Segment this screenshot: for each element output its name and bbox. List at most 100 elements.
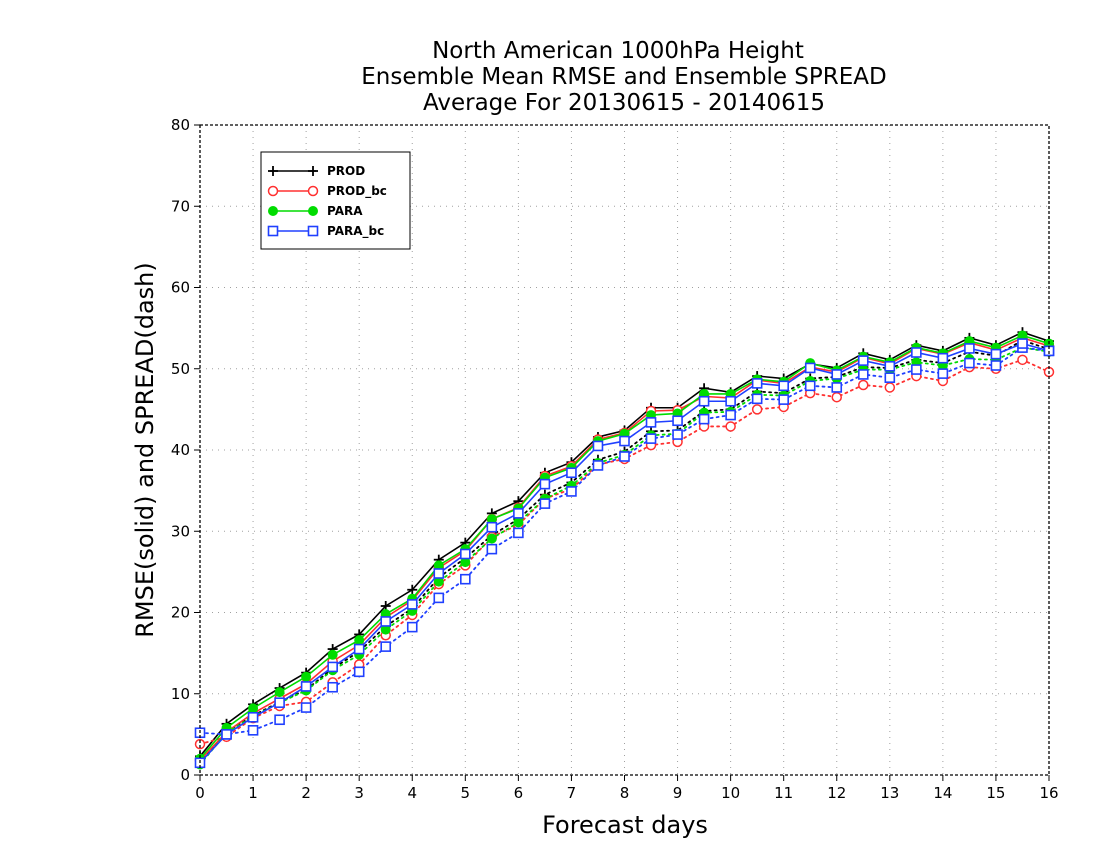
series-para-bc-spread-point — [539, 498, 551, 509]
series-para-bc-rmse-point — [486, 521, 498, 533]
x-tick-label: 9 — [673, 784, 683, 802]
x-tick-label: 13 — [880, 784, 899, 802]
x-tick-label: 7 — [567, 784, 577, 802]
series-para-bc-rmse-point — [274, 697, 285, 708]
x-tick-label: 6 — [514, 784, 524, 802]
series-para-bc-rmse-point — [327, 661, 338, 673]
series-para-rmse-point — [274, 687, 285, 698]
y-axis-label: RMSE(solid) and SPREAD(dash) — [131, 262, 159, 638]
series-para-bc-rmse-point — [539, 478, 551, 490]
series-para-bc-rmse-point — [937, 352, 949, 364]
x-tick-label: 4 — [407, 784, 417, 802]
x-tick-label: 15 — [986, 784, 1005, 802]
x-tick-label: 3 — [354, 784, 364, 802]
series-prod-rmse-point — [407, 584, 418, 595]
x-tick-label: 10 — [721, 784, 740, 802]
y-tick-label: 0 — [180, 766, 190, 784]
series-para-bc-rmse-point — [884, 361, 896, 372]
series-para-bc-spread-point — [274, 714, 285, 726]
series-para-bc-spread-point — [857, 369, 869, 380]
series-para-bc-spread-point — [645, 433, 657, 444]
series-para-bc-spread-point — [831, 382, 843, 393]
series-para-bc-rmse-point — [751, 378, 763, 389]
y-tick-label: 40 — [171, 441, 190, 459]
legend-box — [260, 151, 411, 250]
series-para-bc-spread-point — [592, 460, 604, 471]
series-para-bc-rmse-point — [1017, 338, 1028, 349]
series-para-bc-rmse-point — [300, 681, 312, 692]
series-para-bc-rmse-point — [406, 599, 418, 610]
x-tick-label: 1 — [248, 784, 258, 802]
x-tick-label: 11 — [774, 784, 793, 802]
x-tick-label: 2 — [301, 784, 311, 802]
series-para-bc-rmse-point — [592, 440, 604, 452]
axis-ticks: 0 1 2 3 4 5 6 7 8 9 10 11 12 13 14 15 160102030405060708… — [171, 116, 1059, 802]
series-para-bc-spread-point — [513, 527, 524, 539]
series-para-bc-spread-point — [884, 372, 896, 383]
legend-prod-marker — [308, 166, 318, 176]
series-para-bc-spread-point — [964, 357, 975, 369]
series-para-bc-spread-point — [486, 543, 498, 555]
legend-para-marker — [308, 206, 318, 216]
series-para-bc-spread-point — [911, 364, 922, 375]
y-tick-label: 70 — [171, 197, 190, 215]
series-prod-bc-spread-point — [751, 404, 763, 415]
series-para-bc-rmse-point — [433, 568, 445, 579]
x-tick-label: 14 — [933, 784, 952, 802]
series-para-rmse-point — [327, 649, 338, 660]
series-prod-spread-line — [199, 339, 1050, 764]
series-para-spread-line — [199, 346, 1050, 766]
series-para-spread-point — [513, 517, 524, 528]
series-para-bc-spread-point — [380, 641, 392, 652]
series-para-bc-spread-point — [300, 702, 312, 713]
series-para-bc-spread-point — [672, 429, 683, 440]
series-para-rmse-point — [354, 635, 365, 646]
series-para-bc-rmse-point — [353, 643, 365, 655]
legend-prod-bc-marker — [267, 185, 279, 197]
legend-prod-bc-label: PROD_bc — [327, 184, 387, 199]
title-line-2: Ensemble Mean RMSE and Ensemble SPREAD — [361, 64, 886, 90]
legend-prod-marker — [268, 166, 278, 176]
series-para-bc-spread-point — [406, 621, 418, 633]
series-para-bc-spread-point — [327, 681, 338, 693]
series-para-bc-rmse-point — [513, 508, 524, 519]
legend: PROD PROD_bc PARA PARA_bc — [260, 151, 411, 250]
legend-para-bc-marker — [307, 225, 319, 237]
x-tick-label: 16 — [1039, 784, 1058, 802]
series-para-bc-rmse-point — [778, 380, 789, 392]
series-para-bc-rmse-point — [645, 417, 657, 428]
series-para-bc-rmse-point — [380, 616, 392, 627]
series-para-bc-rmse-point — [804, 362, 816, 374]
title-line-3: Average For 20130615 - 20140615 — [423, 90, 825, 116]
y-tick-label: 10 — [171, 685, 190, 703]
series-para-bc-rmse-line — [199, 342, 1050, 764]
series-prod-bc-spread-point — [858, 379, 869, 391]
y-tick-label: 30 — [171, 522, 190, 540]
legend-para-bc-label: PARA_bc — [327, 224, 384, 239]
series-para-bc-spread-point — [990, 360, 1002, 371]
x-tick-label: 8 — [620, 784, 630, 802]
series-para-bc-rmse-point — [698, 395, 710, 407]
legend-para-label: PARA — [327, 204, 363, 218]
series-para-bc-spread-point — [247, 725, 259, 736]
y-tick-label: 80 — [171, 116, 190, 134]
series-para-bc-spread-point — [460, 573, 471, 585]
series-para-bc-rmse-point — [964, 343, 975, 354]
series-para-bc-spread-point — [433, 592, 445, 604]
legend-para-bc-marker — [267, 225, 279, 237]
chart-title: North American 1000hPa Height Ensemble M… — [361, 38, 886, 116]
series-para-bc-spread-point — [353, 666, 365, 678]
legend-prod-label: PROD — [327, 164, 365, 178]
series-para-bc-spread-line — [199, 346, 1050, 736]
series-para-bc-rmse-point — [990, 348, 1002, 360]
series-para-bc-spread-point — [751, 393, 763, 405]
series-para-bc-spread-point — [937, 368, 949, 379]
series-prod-bc-spread-point — [1017, 354, 1028, 366]
x-axis-label: Forecast days — [542, 811, 708, 839]
series-para-bc-spread-point — [778, 394, 789, 405]
x-tick-label: 5 — [461, 784, 471, 802]
series-para-bc-rmse-point — [831, 369, 843, 380]
legend-para-marker — [268, 206, 278, 216]
series-para-rmse-point — [301, 671, 312, 682]
